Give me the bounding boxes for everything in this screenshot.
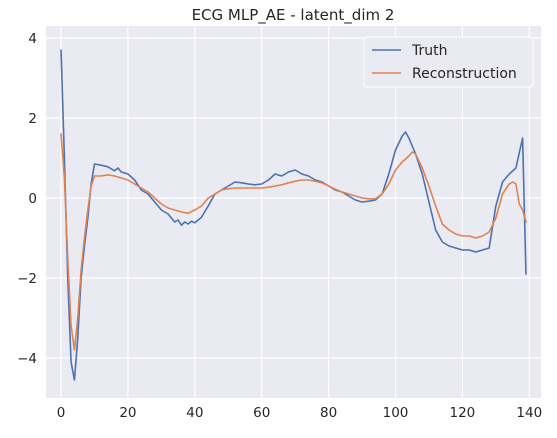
y-tick-label: −4: [17, 351, 37, 367]
y-tick-label: 0: [28, 191, 37, 207]
legend-box: [363, 36, 534, 88]
x-tick-label: 0: [57, 405, 66, 421]
series-line-reconstruction: [60, 133, 527, 351]
y-tick-label: −2: [17, 271, 37, 287]
legend: Truth Reconstruction: [363, 36, 534, 88]
legend-label-reconstruction: Reconstruction: [412, 66, 517, 82]
y-gridlines: [46, 37, 541, 359]
series-lines: [60, 49, 527, 381]
x-tick-label: 140: [516, 405, 542, 421]
legend-label-truth: Truth: [411, 43, 448, 59]
x-tick-label: 120: [450, 405, 476, 421]
x-tick-label: 100: [383, 405, 409, 421]
x-tick-label: 60: [253, 405, 270, 421]
x-tick-labels: 0 20 40 60 80 100 120 140: [57, 405, 542, 421]
y-tick-label: 2: [28, 111, 37, 127]
x-tick-label: 40: [186, 405, 203, 421]
x-tick-label: 80: [320, 405, 337, 421]
chart-title: ECG MLP_AE - latent_dim 2: [192, 6, 395, 25]
x-tick-label: 20: [119, 405, 136, 421]
y-tick-labels: −4 −2 0 2 4: [17, 31, 37, 367]
series-line-truth: [60, 49, 527, 381]
y-tick-label: 4: [28, 31, 37, 47]
x-gridlines: [60, 26, 530, 398]
